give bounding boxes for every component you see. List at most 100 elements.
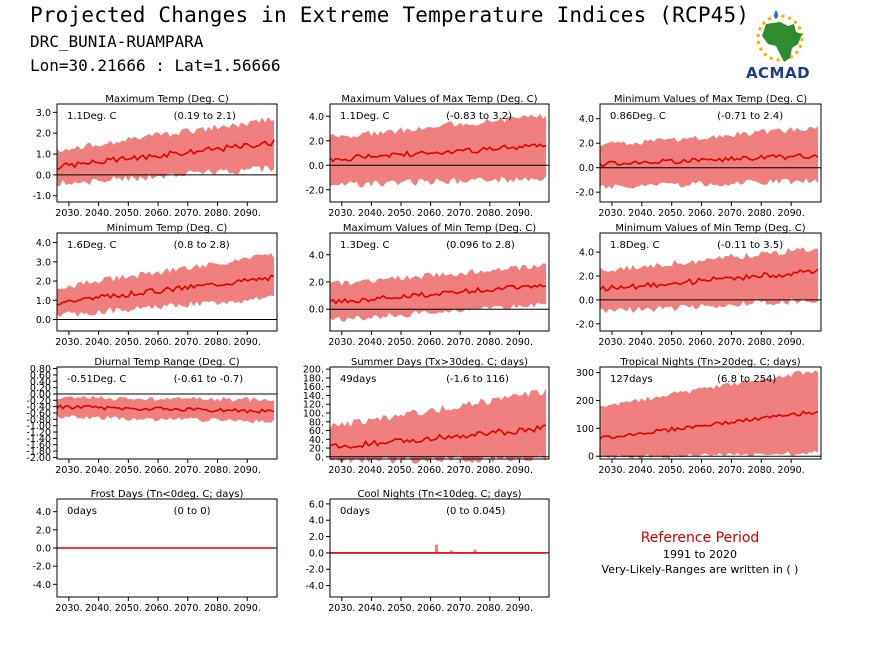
- y-tick-label: 120.: [303, 400, 324, 411]
- y-tick-label: 2.0: [36, 129, 51, 140]
- very-likely-range-band: [600, 370, 818, 460]
- y-tick-label: 0.0: [36, 544, 51, 555]
- y-tick-label: 0.: [315, 452, 324, 463]
- x-tick-label: 2040.: [85, 208, 112, 219]
- y-tick-label: 300: [576, 368, 594, 379]
- chart-panel: 300 200 100 0 2030. 2040. 2050. 2060. 2070. 2080.…: [576, 357, 822, 476]
- y-tick-label: -1.40: [26, 434, 51, 445]
- y-tick-label: -0.40: [26, 402, 51, 413]
- chart-panel: 4.0 2.0 0.0 2030. 2040. 2050. 2060. 2070. 2080. 2…: [309, 223, 550, 348]
- median-line: [599, 410, 819, 440]
- x-tick-label: 2040.: [358, 603, 385, 614]
- x-tick-label: 2060.: [417, 208, 444, 219]
- reference-title: Reference Period: [640, 530, 760, 546]
- y-tick-label: 3.0: [36, 108, 51, 119]
- y-tick-label: 60.: [309, 426, 324, 437]
- x-tick-label: 2060.: [417, 603, 444, 614]
- range-label: (0.19 to 2.1): [174, 111, 236, 122]
- chart-title: Maximum Values of Max Temp (Deg. C): [341, 94, 537, 105]
- y-tick-label: 4.0: [579, 248, 594, 259]
- x-tick-label: 2070.: [447, 208, 474, 219]
- range-label: (-0.61 to -0.7): [174, 374, 244, 385]
- x-tick-label: 2090.: [778, 465, 805, 476]
- y-tick-label: 160.: [303, 382, 324, 393]
- chart-title: Tropical Nights (Tn>20deg. C; days): [619, 357, 800, 368]
- very-likely-range-band: [57, 253, 274, 317]
- y-tick-label: 2.0: [309, 278, 324, 289]
- chart-title: Minimum Temp (Deg. C): [107, 223, 228, 234]
- y-tick-label: 40.: [309, 435, 324, 446]
- logo-text: ACMAD: [745, 64, 811, 82]
- chart-title: Maximum Values of Min Temp (Deg. C): [343, 223, 536, 234]
- x-tick-label: 2090.: [234, 337, 261, 348]
- chart-title: Cool Nights (Tn<10deg. C; days): [357, 489, 521, 500]
- x-tick-label: 2050.: [658, 337, 685, 348]
- x-tick-label: 2030.: [598, 465, 625, 476]
- y-tick-label: 2.0: [579, 272, 594, 283]
- x-tick-label: 2080.: [476, 337, 503, 348]
- plot-frame: [599, 103, 822, 203]
- x-tick-label: 2050.: [115, 208, 142, 219]
- x-tick-label: 2060.: [688, 465, 715, 476]
- x-tick-label: 2040.: [358, 465, 385, 476]
- y-tick-label: 0.60: [30, 370, 51, 381]
- y-tick-label: 0.80: [30, 364, 51, 375]
- x-tick-label: 2030.: [55, 208, 82, 219]
- chart-panel: 4.0 3.0 2.0 1.0 0.0 2030. 2040. 2050. 2060. 2070.…: [36, 223, 278, 348]
- x-tick-label: 2040.: [85, 465, 112, 476]
- x-tick-label: 2050.: [387, 337, 414, 348]
- chart-title: Summer Days (Tx>30deg. C; days): [351, 357, 528, 368]
- y-tick-label: 2.0: [309, 136, 324, 147]
- acmad-logo: [756, 10, 804, 62]
- x-tick-label: 2070.: [174, 603, 201, 614]
- y-tick-label: 4.0: [309, 516, 324, 527]
- x-tick-label: 2030.: [328, 208, 355, 219]
- x-tick-label: 2030.: [328, 603, 355, 614]
- x-tick-label: 2090.: [778, 337, 805, 348]
- page-title: Projected Changes in Extreme Temperature…: [30, 3, 750, 27]
- median-line: [329, 424, 547, 449]
- x-tick-label: 2080.: [204, 465, 231, 476]
- chart-title: Diurnal Temp Range (Deg. C): [94, 357, 239, 368]
- x-tick-label: 2040.: [628, 465, 655, 476]
- range-label: (0 to 0): [174, 506, 211, 517]
- y-tick-label: -1.0: [32, 191, 51, 202]
- station-coordinates: Lon=30.21666 : Lat=1.56666: [30, 56, 281, 75]
- x-tick-label: 2090.: [234, 208, 261, 219]
- x-tick-label: 2090.: [506, 465, 533, 476]
- y-tick-label: 200.: [303, 365, 324, 376]
- y-tick-label: -1.20: [26, 428, 51, 439]
- y-tick-label: 140.: [303, 391, 324, 402]
- x-tick-label: 2030.: [328, 465, 355, 476]
- range-label: (6.8 to 254): [717, 374, 776, 385]
- x-tick-label: 2040.: [628, 208, 655, 219]
- x-tick-label: 2070.: [174, 208, 201, 219]
- y-tick-label: -4.0: [32, 580, 51, 591]
- y-tick-label: 200: [576, 396, 594, 407]
- station-name: DRC_BUNIA-RUAMPARA: [30, 32, 204, 51]
- y-tick-label: 0: [588, 452, 594, 463]
- change-label: 1.1Deg. C: [340, 111, 389, 122]
- x-tick-label: 2070.: [447, 603, 474, 614]
- chart-title: Maximum Temp (Deg. C): [105, 94, 229, 105]
- y-tick-label: 1.0: [36, 296, 51, 307]
- median-line: [599, 268, 819, 292]
- y-tick-label: 0.0: [309, 161, 324, 172]
- x-tick-label: 2030.: [598, 337, 625, 348]
- y-tick-label: -0.20: [26, 396, 51, 407]
- plot-frame: [599, 232, 822, 332]
- y-tick-label: 0.0: [36, 170, 51, 181]
- x-tick-label: 2060.: [144, 465, 171, 476]
- median-line: [56, 404, 275, 414]
- y-tick-label: -2.0: [305, 565, 324, 576]
- x-tick-label: 2030.: [328, 337, 355, 348]
- x-tick-label: 2090.: [506, 603, 533, 614]
- y-tick-label: -0.60: [26, 409, 51, 420]
- x-tick-label: 2030.: [55, 337, 82, 348]
- x-tick-label: 2080.: [204, 603, 231, 614]
- median-line: [56, 139, 275, 170]
- x-tick-label: 2080.: [748, 208, 775, 219]
- x-tick-label: 2090.: [234, 603, 261, 614]
